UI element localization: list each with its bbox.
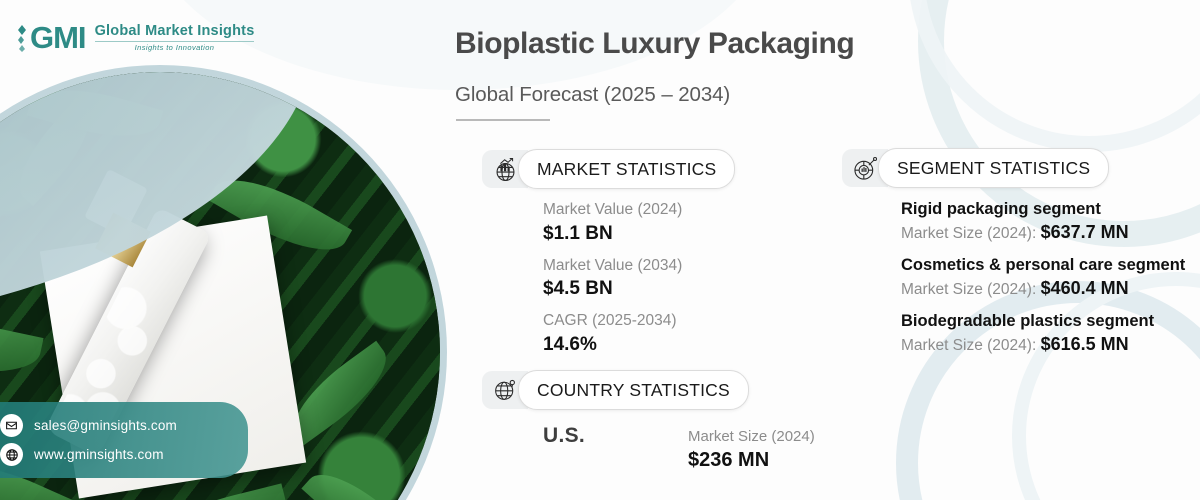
brand-divider: [94, 41, 255, 43]
segment-name: Rigid packaging segment: [901, 200, 1101, 218]
segment-value: $616.5 MN: [1040, 334, 1129, 355]
segment-value-line: Market Size (2024): $637.7 MN: [901, 220, 1191, 245]
segment-value-line: Market Size (2024): $460.4 MN: [901, 276, 1191, 301]
market-stat-label: Market Value (2024): [543, 201, 683, 218]
market-stat-value: $1.1 BN: [543, 222, 613, 244]
country-name: U.S.: [543, 424, 586, 447]
segment-value-label: Market Size (2024):: [901, 337, 1041, 355]
market-statistics-header: MARKET STATISTICS: [482, 149, 736, 189]
segment-value-line: Market Size (2024): $616.5 MN: [901, 332, 1191, 357]
market-stat-value: 14.6%: [543, 334, 597, 356]
market-stat-row: Market Value (2034) $4.5 BN: [543, 256, 682, 303]
segment-statistics-header: SEGMENT STATISTICS: [842, 148, 1110, 188]
segment-item: Cosmetics & personal care segment Market…: [901, 255, 1191, 301]
market-statistics-label: MARKET STATISTICS: [518, 149, 736, 189]
gmi-logo-icon: GMI: [14, 20, 87, 55]
country-value-block: Market Size (2024) $236 MN: [688, 427, 815, 473]
page-subtitle: Global Forecast (2025 – 2034): [455, 83, 731, 106]
segment-value-label: Market Size (2024):: [901, 225, 1041, 243]
brand-tagline: Insights to Innovation: [134, 43, 215, 53]
segment-value: $637.7 MN: [1040, 222, 1129, 243]
contact-panel: sales@gminsights.com www.gminsights.com: [0, 402, 248, 478]
segment-name: Cosmetics & personal care segment: [901, 256, 1186, 275]
market-stat-label: Market Value (2034): [543, 256, 683, 274]
market-stat-row: CAGR (2025-2034) 14.6%: [543, 311, 682, 358]
title-underline: [456, 119, 550, 121]
segment-value: $460.4 MN: [1040, 278, 1129, 299]
gmi-wordmark: GMI: [30, 20, 87, 55]
page-title: Bioplastic Luxury Packaging: [455, 27, 855, 60]
country-row: U.S.: [543, 424, 585, 448]
segment-name: Biodegradable plastics segment: [901, 312, 1155, 331]
segment-statistics-list: Rigid packaging segment Market Size (202…: [901, 199, 1191, 367]
market-stat-label: CAGR (2025-2034): [543, 312, 677, 330]
globe-icon: [0, 443, 23, 466]
segment-value-label: Market Size (2024):: [901, 281, 1041, 299]
segment-item: Biodegradable plastics segment Market Si…: [901, 311, 1191, 357]
contact-email-row[interactable]: sales@gminsights.com: [0, 411, 238, 440]
country-statistics-header: COUNTRY STATISTICS: [482, 370, 749, 410]
envelope-icon: [0, 414, 23, 437]
market-stat-row: Market Value (2024) $1.1 BN: [543, 200, 682, 247]
contact-email-text: sales@gminsights.com: [34, 418, 178, 433]
market-stat-value: $4.5 BN: [543, 278, 613, 300]
country-value-label: Market Size (2024): [688, 428, 815, 445]
country-statistics-label: COUNTRY STATISTICS: [518, 370, 749, 410]
segment-item: Rigid packaging segment Market Size (202…: [901, 199, 1191, 245]
segment-statistics-label: SEGMENT STATISTICS: [878, 148, 1110, 188]
market-statistics-list: Market Value (2024) $1.1 BN Market Value…: [543, 200, 682, 367]
brand-logo[interactable]: GMI Global Market Insights Insights to I…: [14, 20, 255, 55]
contact-website-row[interactable]: www.gminsights.com: [0, 440, 238, 469]
contact-website-text: www.gminsights.com: [34, 447, 164, 462]
country-value-amount: $236 MN: [688, 448, 770, 471]
brand-name: Global Market Insights: [94, 22, 255, 39]
